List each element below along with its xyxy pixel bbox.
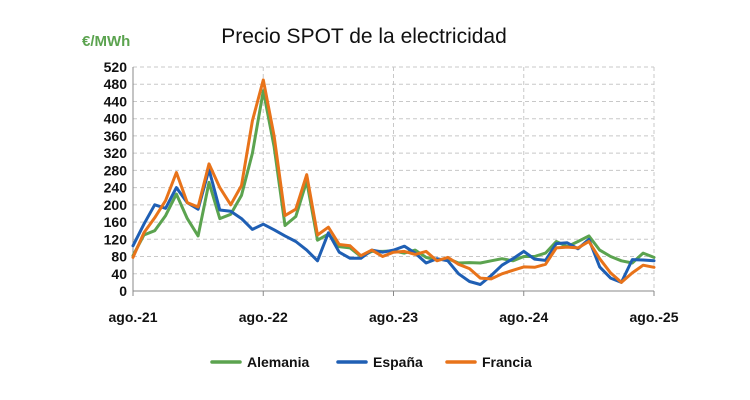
- x-tick-label: ago.-23: [369, 309, 418, 325]
- legend: Alemania España Francia: [210, 354, 532, 370]
- y-axis-unit-label: €/MWh: [82, 33, 130, 50]
- legend-label: Francia: [482, 354, 532, 370]
- x-tick-label: ago.-21: [108, 309, 157, 325]
- legend-label: España: [373, 354, 423, 370]
- y-tick-label: 0: [119, 283, 127, 299]
- x-tick-label: ago.-22: [239, 309, 288, 325]
- y-tick-label: 480: [104, 76, 128, 92]
- y-tick-label: 280: [104, 162, 128, 178]
- series-line-francia: [131, 78, 656, 284]
- y-tick-label: 320: [104, 145, 128, 161]
- chart-title: Precio SPOT de la electricidad: [221, 25, 507, 48]
- y-tick-label: 80: [111, 249, 127, 265]
- series-line-españa: [131, 168, 656, 286]
- y-tick-label: 440: [104, 93, 128, 109]
- y-tick-label: 120: [104, 231, 128, 247]
- x-tick-label: ago.-24: [499, 309, 548, 325]
- y-tick-label: 200: [104, 197, 128, 213]
- series-lines: [131, 78, 656, 286]
- y-tick-label: 160: [104, 214, 128, 230]
- y-tick-label: 40: [111, 266, 127, 282]
- y-tick-label: 360: [104, 128, 128, 144]
- x-tick-labels: ago.-21 ago.-22 ago.-23 ago.-24 ago.-25: [108, 309, 678, 325]
- y-tick-label: 400: [104, 111, 128, 127]
- x-tick-label: ago.-25: [629, 309, 678, 325]
- legend-label: Alemania: [247, 354, 309, 370]
- y-tick-label: 520: [104, 59, 128, 75]
- y-tick-label: 240: [104, 180, 128, 196]
